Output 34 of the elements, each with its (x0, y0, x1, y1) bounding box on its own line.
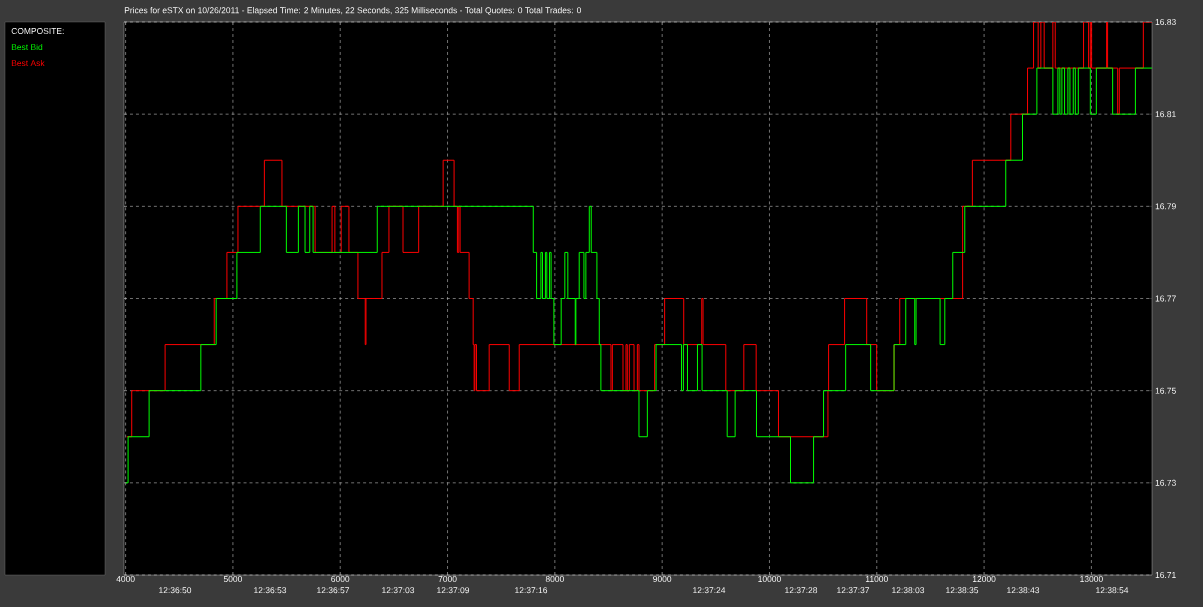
text: 12:37:09 (437, 587, 470, 594)
x-tick-label: 8000 (545, 576, 564, 583)
text: Best Ask (11, 59, 45, 67)
y-tick-label: 16.71 (1155, 572, 1176, 578)
y-tick-label: 16.73 (1155, 479, 1176, 486)
x-tick-label: 13000 (1080, 576, 1103, 583)
text: 12:38:03 (892, 587, 925, 594)
text: 12:36:57 (317, 587, 350, 594)
text: 12:37:16 (515, 587, 548, 594)
x-tick-label: 6000 (331, 576, 350, 583)
y-tick-label: 16.77 (1155, 295, 1176, 302)
text: 12:37:37 (837, 587, 870, 594)
text: 12:37:28 (785, 587, 818, 594)
text: 12:36:53 (254, 587, 287, 594)
x-tick-label: 9000 (653, 576, 672, 583)
x-tick-label: 10000 (758, 576, 781, 583)
x-tick-label: 12000 (972, 576, 996, 583)
text: 12:38:54 (1096, 587, 1129, 594)
text: 12:36:50 (159, 587, 192, 594)
x-tick-label: 4000 (116, 576, 135, 583)
x-tick-label: 7000 (438, 576, 457, 583)
y-tick-label: 16.75 (1155, 387, 1176, 394)
text: 12:38:43 (1007, 587, 1040, 594)
text: 12:38:35 (946, 587, 979, 594)
y-tick-label: 16.81 (1155, 111, 1176, 118)
x-tick-label: 5000 (223, 576, 242, 583)
text: 12:37:03 (382, 587, 415, 594)
legend-title: COMPOSITE: (11, 28, 64, 34)
text: Best Bid (11, 43, 43, 51)
text: 12:37:24 (693, 587, 726, 594)
y-tick-label: 16.83 (1155, 19, 1176, 25)
y-tick-label: 16.79 (1155, 203, 1176, 210)
x-tick-label: 11000 (865, 576, 888, 583)
chart-title: Prices for eSTX on 10/26/2011 - Elapsed Time: 2 Minutes, 22 Seconds, 325 Milliseconds - Total Quotes: 0 Total Trades: 0 (124, 7, 582, 15)
